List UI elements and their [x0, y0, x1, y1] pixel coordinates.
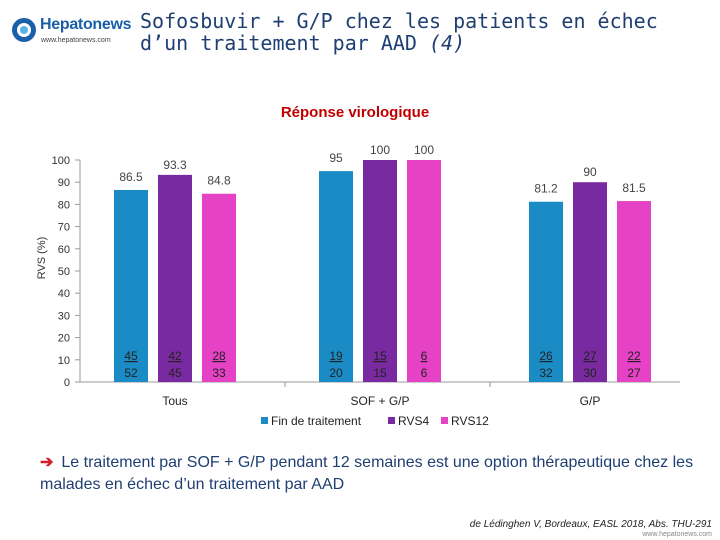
legend-swatch [388, 417, 395, 424]
bar-value-label: 84.8 [207, 174, 231, 188]
y-axis-label: RVS (%) [36, 237, 48, 280]
bar-numerator: 28 [212, 349, 226, 363]
bar-denominator: 33 [212, 366, 226, 380]
bar-fin-de-traitement [114, 189, 148, 382]
title-line-2: d’un traitement par AAD (4) [140, 32, 700, 54]
legend-label: RVS12 [451, 414, 489, 428]
conclusion: ➔ Le traitement par SOF + G/P pendant 12 … [40, 452, 700, 496]
bar-denominator: 45 [168, 366, 182, 380]
y-tick-label: 60 [58, 244, 70, 256]
bar-denominator: 15 [373, 366, 387, 380]
bar-rvs12 [202, 193, 236, 382]
legend-swatch [441, 417, 448, 424]
bar-rvs4 [363, 160, 397, 382]
bar-numerator: 15 [373, 349, 387, 363]
bar-denominator: 52 [124, 366, 138, 380]
hepatonews-logo[interactable]: Hepatonews www.hepatonews.com [10, 10, 132, 52]
page-title: Sofosbuvir + G/P chez les patients en éc… [140, 10, 700, 54]
bar-denominator: 20 [329, 366, 343, 380]
conclusion-text: Le traitement par SOF + G/P pendant 12 s… [40, 454, 694, 493]
bar-value-label: 81.5 [622, 181, 646, 195]
bar-value-label: 93.3 [163, 158, 187, 172]
legend-label: RVS4 [398, 414, 429, 428]
bar-fin-de-traitement [529, 201, 563, 382]
chart-title: Réponse virologique [281, 104, 429, 121]
y-tick-label: 50 [58, 266, 70, 278]
bar-value-label: 86.5 [119, 170, 143, 184]
y-tick-label: 0 [64, 377, 70, 389]
bar-fin-de-traitement [319, 171, 353, 382]
bar-rvs12 [617, 201, 651, 382]
arrow-icon: ➔ [40, 454, 54, 471]
x-category-label: G/P [580, 394, 601, 408]
y-tick-label: 100 [52, 155, 70, 167]
citation: de Lédinghen V, Bordeaux, EASL 2018, Abs… [469, 519, 712, 530]
logo-icon [12, 18, 36, 42]
bar-numerator: 42 [168, 349, 182, 363]
bar-numerator: 26 [539, 349, 553, 363]
bar-value-label: 100 [414, 143, 434, 157]
y-tick-label: 30 [58, 310, 70, 322]
title-line-2-main: d’un traitement par AAD [140, 31, 417, 55]
y-tick-label: 40 [58, 288, 70, 300]
legend-label: Fin de traitement [271, 414, 362, 428]
y-tick-label: 70 [58, 222, 70, 234]
y-tick-label: 20 [58, 333, 70, 345]
bar-denominator: 30 [583, 366, 597, 380]
bar-rvs4 [573, 182, 607, 382]
site-url: www.hepatonews.com [642, 531, 712, 538]
logo-name: Hepatonews [40, 16, 132, 33]
bar-denominator: 32 [539, 366, 553, 380]
y-tick-label: 80 [58, 199, 70, 211]
bar-denominator: 27 [627, 366, 641, 380]
title-reference: (4) [429, 31, 466, 55]
bar-numerator: 22 [627, 349, 641, 363]
x-category-label: SOF + G/P [350, 394, 409, 408]
bar-numerator: 27 [583, 349, 597, 363]
bar-chart: Réponse virologique 0 10 20 30 40 50 60 70 80 90 10… [36, 104, 680, 428]
bar-numerator: 19 [329, 349, 343, 363]
bar-value-label: 95 [329, 151, 343, 165]
bar-numerator: 45 [124, 349, 138, 363]
title-line-1: Sofosbuvir + G/P chez les patients en éc… [140, 9, 658, 33]
bar-value-label: 81.2 [534, 182, 558, 196]
x-category-label: Tous [162, 394, 187, 408]
bar-numerator: 6 [421, 349, 428, 363]
bar-value-label: 100 [370, 143, 390, 157]
legend-swatch [261, 417, 268, 424]
y-tick-label: 10 [58, 355, 70, 367]
bar-value-label: 90 [583, 165, 597, 179]
logo-url: www.hepatonews.com [41, 37, 111, 44]
bar-denominator: 6 [421, 366, 428, 380]
y-tick-label: 90 [58, 177, 70, 189]
bar-rvs12 [407, 160, 441, 382]
bar-rvs4 [158, 174, 192, 382]
